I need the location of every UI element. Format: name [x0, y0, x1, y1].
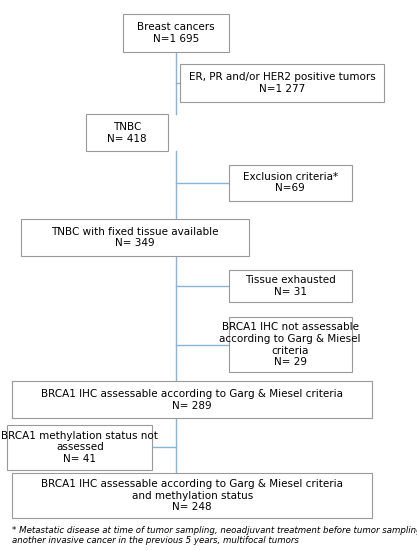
- Text: BRCA1 methylation status not
assessed
N= 41: BRCA1 methylation status not assessed N=…: [1, 431, 158, 464]
- Text: Breast cancers
N=1 695: Breast cancers N=1 695: [137, 22, 215, 44]
- Text: Exclusion criteria*
N=69: Exclusion criteria* N=69: [243, 172, 338, 194]
- Text: Tissue exhausted
N= 31: Tissue exhausted N= 31: [245, 275, 336, 297]
- Text: TNBC with fixed tissue available
N= 349: TNBC with fixed tissue available N= 349: [51, 227, 219, 249]
- Text: TNBC
N= 418: TNBC N= 418: [107, 122, 147, 144]
- Text: ER, PR and/or HER2 positive tumors
N=1 277: ER, PR and/or HER2 positive tumors N=1 2…: [188, 72, 375, 94]
- FancyBboxPatch shape: [123, 14, 229, 52]
- FancyBboxPatch shape: [13, 381, 372, 419]
- Text: * Metastatic disease at time of tumor sampling, neoadjuvant treatment before tum: * Metastatic disease at time of tumor sa…: [13, 526, 417, 545]
- FancyBboxPatch shape: [229, 164, 352, 201]
- Text: BRCA1 IHC assessable according to Garg & Miesel criteria
and methylation status
: BRCA1 IHC assessable according to Garg &…: [41, 479, 343, 512]
- FancyBboxPatch shape: [7, 425, 152, 470]
- FancyBboxPatch shape: [229, 270, 352, 302]
- FancyBboxPatch shape: [86, 114, 168, 151]
- FancyBboxPatch shape: [13, 473, 372, 518]
- FancyBboxPatch shape: [180, 64, 384, 102]
- Text: BRCA1 IHC assessable according to Garg & Miesel criteria
N= 289: BRCA1 IHC assessable according to Garg &…: [41, 389, 343, 410]
- FancyBboxPatch shape: [229, 317, 352, 372]
- Text: BRCA1 IHC not assessable
according to Garg & Miesel
criteria
N= 29: BRCA1 IHC not assessable according to Ga…: [219, 322, 361, 367]
- FancyBboxPatch shape: [20, 219, 249, 256]
